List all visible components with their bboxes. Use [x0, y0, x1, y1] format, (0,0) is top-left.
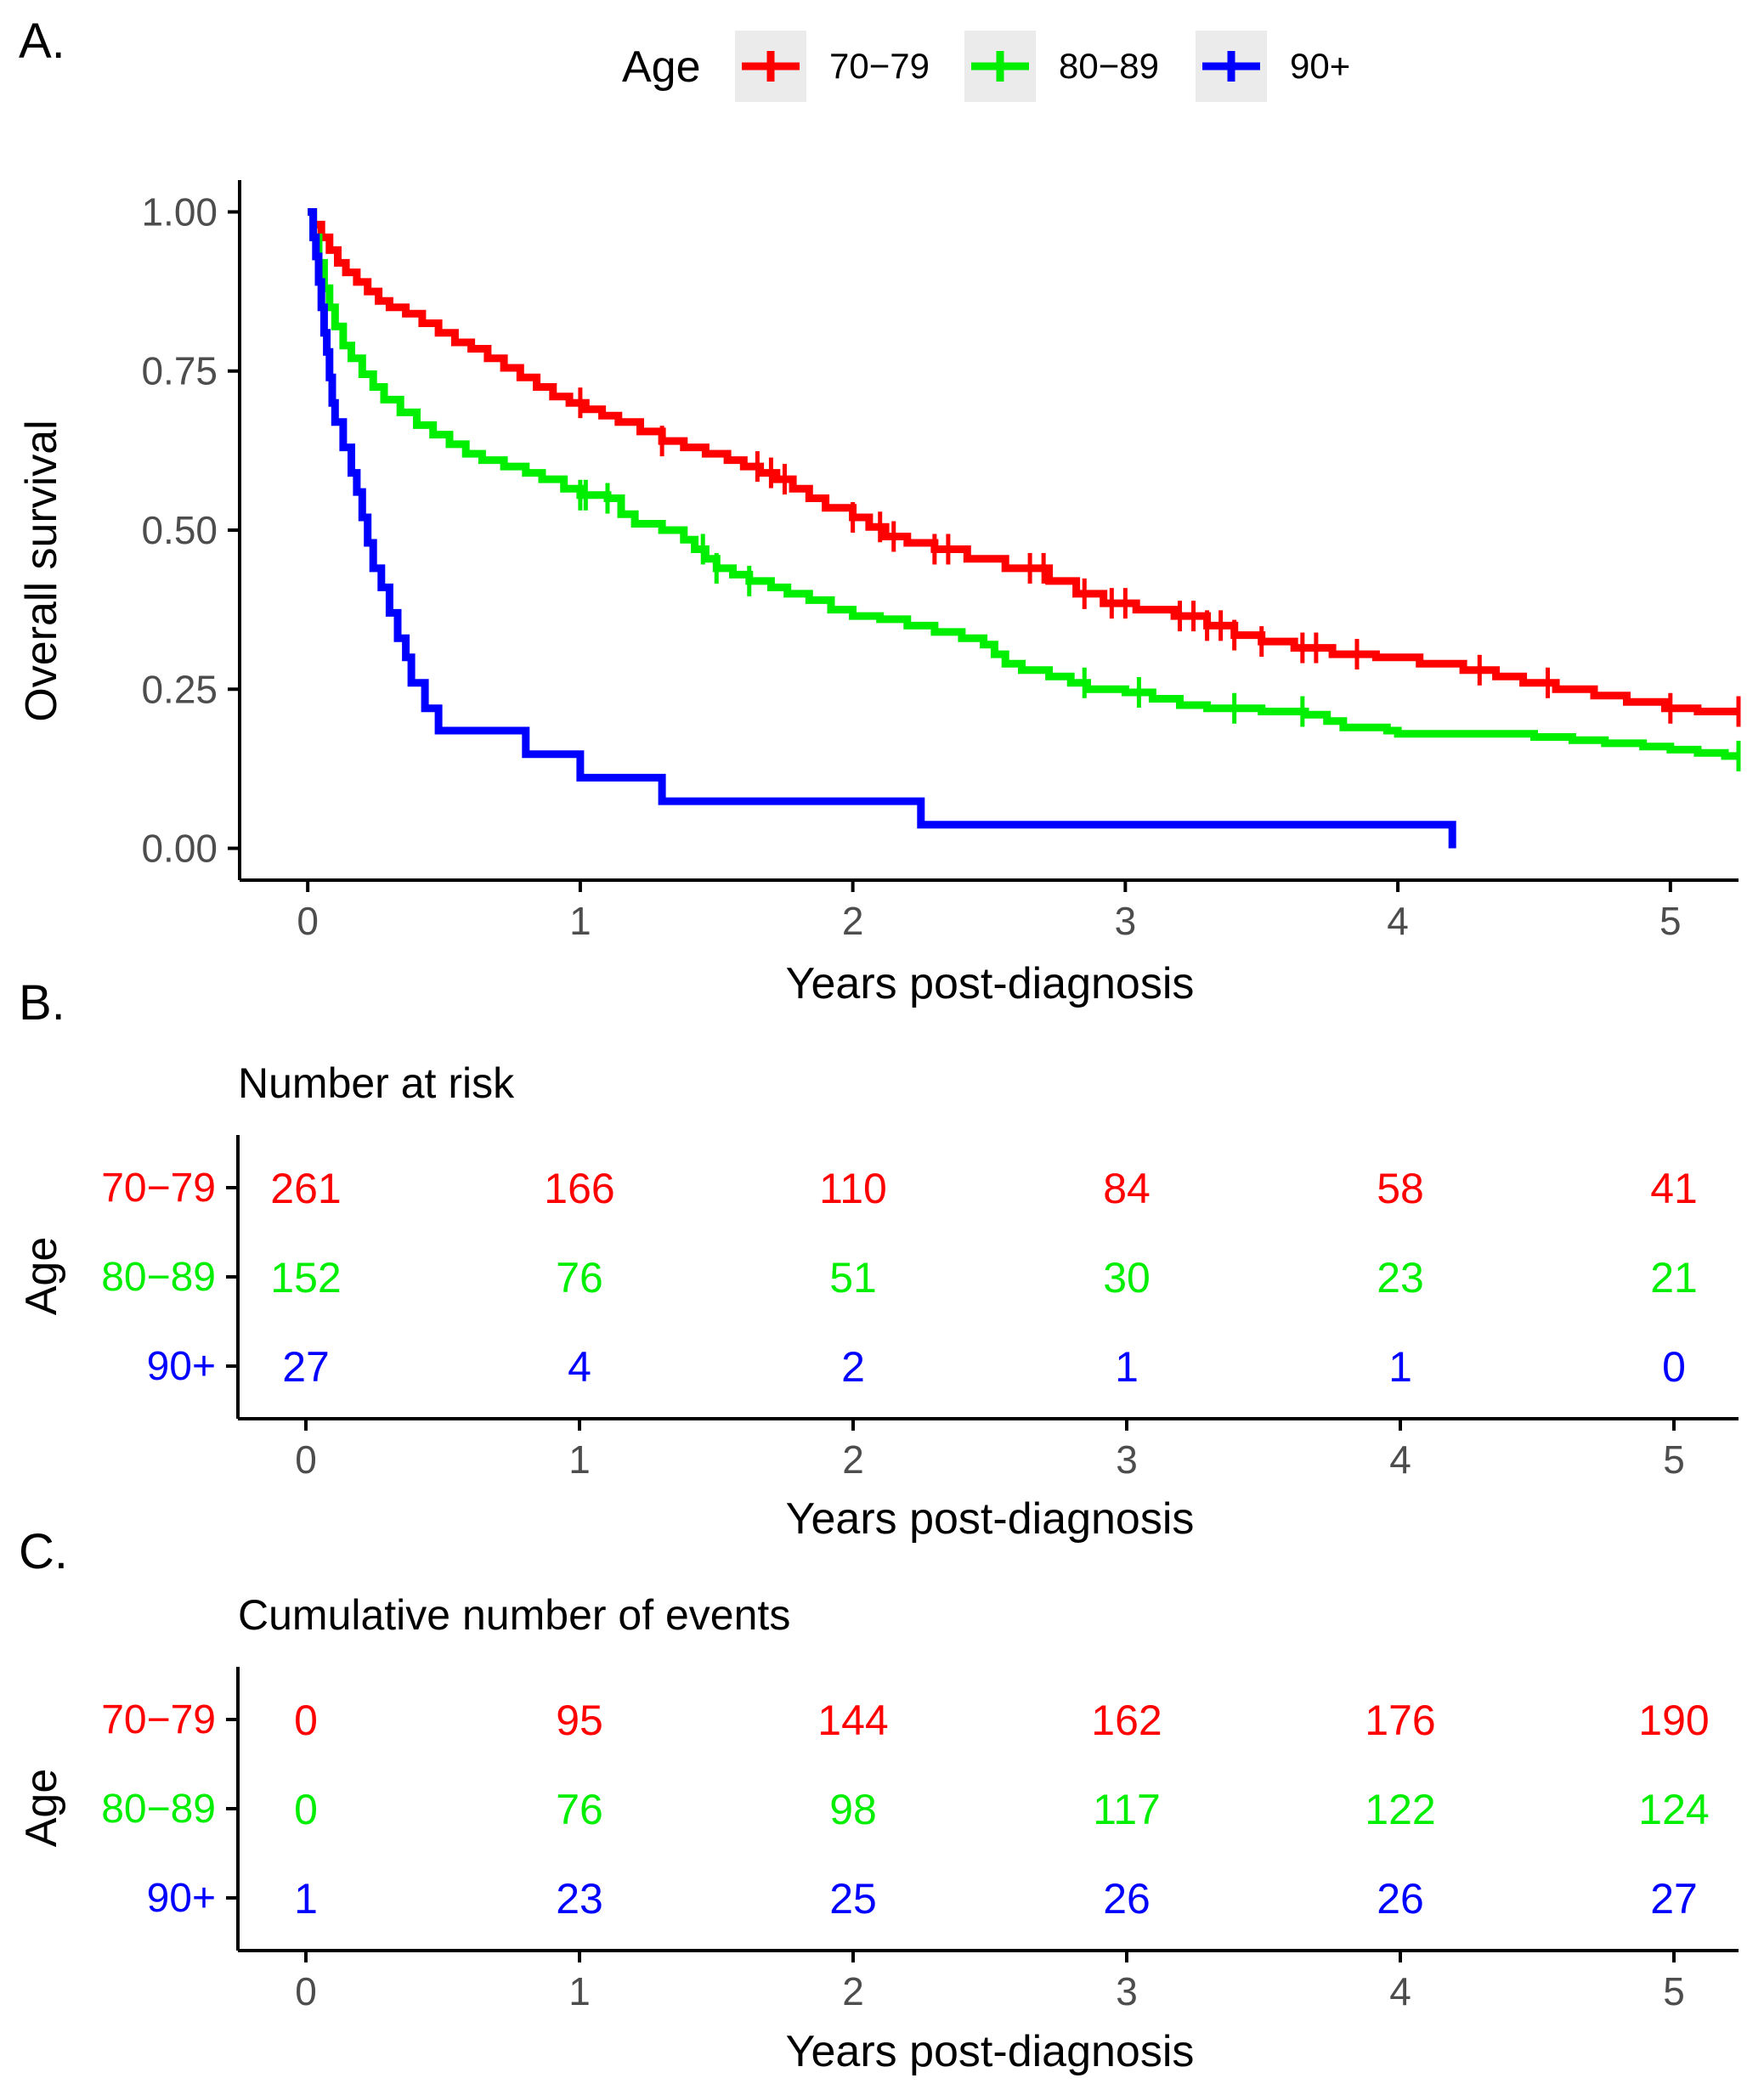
risk-x-tick-label: 0	[295, 1437, 317, 1482]
events-cell-70-79: 190	[1638, 1697, 1709, 1744]
events-table-x-title: Years post-diagnosis	[786, 2027, 1195, 2076]
legend-item-90plus: 90+	[1196, 31, 1350, 102]
cumulative-events-table: Cumulative number of events Age Years po…	[17, 1591, 1739, 2076]
legend-label-70-79: 70−79	[829, 46, 930, 86]
events-x-tick-label: 4	[1389, 1969, 1411, 2013]
risk-cell-90+: 2	[841, 1343, 865, 1391]
y-tick-label: 0.75	[141, 349, 218, 393]
risk-x-tick-label: 2	[842, 1437, 864, 1482]
risk-cell-70-79: 261	[270, 1165, 341, 1212]
x-axis-title: Years post-diagnosis	[786, 959, 1195, 1008]
legend-item-80-89: 80−89	[964, 31, 1159, 102]
events-table-y-title: Age	[17, 1769, 66, 1848]
risk-table-y-title: Age	[17, 1237, 66, 1316]
risk-table-title: Number at risk	[238, 1059, 515, 1107]
events-cell-70-79: 144	[817, 1697, 888, 1744]
risk-cell-80-89: 76	[556, 1254, 603, 1302]
survival-plot: Overall survival Years post-diagnosis 0.…	[17, 180, 1741, 1008]
events-cell-80-89: 0	[294, 1786, 318, 1833]
events-cell-70-79: 95	[556, 1697, 603, 1744]
events-x-tick-label: 0	[295, 1969, 317, 2013]
events-cell-90+: 25	[829, 1875, 877, 1923]
events-cell-90+: 27	[1650, 1875, 1698, 1923]
risk-cell-70-79: 110	[819, 1165, 887, 1212]
events-x-tick-label: 5	[1663, 1969, 1685, 2013]
y-axis-title: Overall survival	[17, 420, 66, 721]
number-at-risk-table: Number at risk Age Years post-diagnosis …	[17, 1059, 1739, 1544]
survival-curve-70-79	[308, 208, 1739, 715]
risk-cell-80-89: 23	[1377, 1254, 1424, 1302]
panel-label-c: C.	[19, 1524, 68, 1579]
x-tick-label: 1	[569, 899, 591, 943]
x-tick-label: 4	[1387, 899, 1409, 943]
survival-curve-80-89	[308, 208, 1739, 760]
x-tick-label: 2	[842, 899, 864, 943]
risk-cell-90+: 27	[282, 1343, 330, 1391]
panel-label-a: A.	[19, 14, 65, 69]
risk-cell-80-89: 51	[829, 1254, 877, 1302]
events-x-tick-label: 1	[568, 1969, 591, 2013]
events-cell-70-79: 162	[1091, 1697, 1162, 1744]
x-tick-label: 5	[1659, 899, 1682, 943]
risk-x-tick-label: 1	[568, 1437, 591, 1482]
y-tick-label: 0.50	[141, 508, 218, 552]
events-cell-70-79: 0	[294, 1697, 318, 1744]
events-row-label-70-79: 70−79	[101, 1697, 216, 1742]
events-table-title: Cumulative number of events	[238, 1591, 790, 1639]
risk-cell-90+: 1	[1115, 1343, 1139, 1391]
events-cell-80-89: 122	[1365, 1786, 1435, 1833]
events-row-label-80-89: 80−89	[101, 1787, 216, 1832]
risk-cell-70-79: 41	[1650, 1165, 1698, 1212]
events-cell-90+: 1	[294, 1875, 318, 1923]
risk-cell-90+: 4	[568, 1343, 591, 1391]
risk-cell-90+: 1	[1388, 1343, 1412, 1391]
events-cell-80-89: 117	[1093, 1786, 1161, 1833]
events-x-tick-label: 2	[842, 1969, 864, 2013]
legend-label-80-89: 80−89	[1059, 46, 1159, 86]
risk-cell-80-89: 152	[270, 1254, 341, 1302]
events-x-tick-label: 3	[1116, 1969, 1138, 2013]
events-cell-80-89: 98	[829, 1786, 877, 1833]
panel-label-b: B.	[19, 975, 65, 1031]
events-row-label-90+: 90+	[147, 1876, 216, 1921]
legend-item-70-79: 70−79	[735, 31, 930, 102]
events-cell-70-79: 176	[1365, 1697, 1435, 1744]
risk-row-label-80-89: 80−89	[101, 1255, 216, 1300]
risk-cell-70-79: 84	[1103, 1165, 1151, 1212]
risk-cell-80-89: 30	[1103, 1254, 1151, 1302]
risk-cell-80-89: 21	[1650, 1254, 1698, 1302]
y-tick-label: 1.00	[141, 189, 218, 234]
risk-cell-90+: 0	[1662, 1343, 1686, 1391]
events-cell-90+: 23	[556, 1875, 603, 1923]
y-tick-label: 0.00	[141, 827, 218, 871]
risk-cell-70-79: 166	[544, 1165, 614, 1212]
risk-row-label-70-79: 70−79	[101, 1166, 216, 1211]
legend: Age 70−79 80−89 90+	[622, 31, 1350, 102]
risk-x-tick-label: 3	[1116, 1437, 1138, 1482]
risk-x-tick-label: 4	[1389, 1437, 1411, 1482]
x-tick-label: 0	[297, 899, 319, 943]
risk-table-x-title: Years post-diagnosis	[786, 1494, 1195, 1544]
risk-x-tick-label: 5	[1663, 1437, 1685, 1482]
events-cell-80-89: 124	[1638, 1786, 1709, 1833]
legend-title: Age	[622, 42, 701, 92]
risk-row-label-90+: 90+	[147, 1344, 216, 1389]
risk-cell-70-79: 58	[1377, 1165, 1424, 1212]
events-cell-90+: 26	[1103, 1875, 1151, 1923]
events-cell-90+: 26	[1377, 1875, 1424, 1923]
legend-label-90plus: 90+	[1290, 46, 1350, 86]
events-cell-80-89: 76	[556, 1786, 603, 1833]
y-tick-label: 0.25	[141, 667, 218, 711]
x-tick-label: 3	[1115, 899, 1137, 943]
survival-curve-90+	[308, 208, 1456, 849]
